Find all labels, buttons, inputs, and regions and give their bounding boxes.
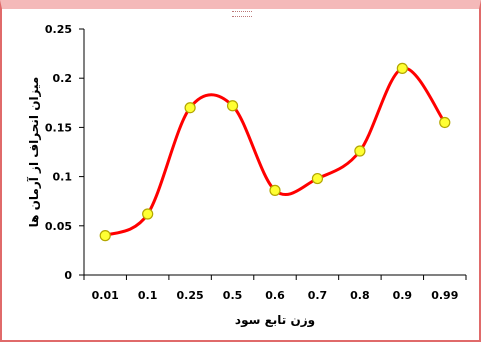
y-tick-label: 0.15 xyxy=(45,121,72,134)
data-point xyxy=(396,62,408,74)
data-point xyxy=(269,184,281,196)
x-tick-label: 0.99 xyxy=(431,289,458,302)
data-point xyxy=(439,116,451,129)
data-point xyxy=(311,172,324,185)
y-ticks: 0 0.05 0.1 0.15 0.2 0.25 xyxy=(45,23,84,282)
x-tick-label: 0.6 xyxy=(265,289,285,302)
x-tick-label: 0.9 xyxy=(393,289,413,302)
x-tick-label: 0.1 xyxy=(138,289,158,302)
data-point xyxy=(354,145,366,157)
data-point xyxy=(99,230,111,242)
x-axis-title: وزن تابع سود xyxy=(235,313,315,328)
data-point xyxy=(142,208,154,220)
y-tick-label: 0.25 xyxy=(45,23,72,36)
y-tick-label: 0 xyxy=(64,269,72,282)
y-tick-label: 0.1 xyxy=(53,171,73,184)
x-ticks: 0.01 0.1 0.25 0.5 0.6 0.7 0.8 0.9 0.99 xyxy=(83,275,467,302)
series-line xyxy=(104,66,447,238)
data-point xyxy=(184,102,196,114)
x-tick-label: 0.25 xyxy=(177,289,204,302)
x-tick-label: 0.8 xyxy=(350,289,370,302)
data-point xyxy=(226,100,239,112)
y-tick-label: 0.2 xyxy=(53,72,73,85)
y-tick-label: 0.05 xyxy=(45,220,72,233)
x-tick-label: 0.7 xyxy=(308,289,328,302)
x-tick-label: 0.5 xyxy=(223,289,243,302)
y-axis-title: میزان انحراف از آرمان ها xyxy=(26,77,41,228)
data-markers xyxy=(99,62,451,242)
x-tick-label: 0.01 xyxy=(92,289,119,302)
resize-grip[interactable] xyxy=(232,11,252,17)
